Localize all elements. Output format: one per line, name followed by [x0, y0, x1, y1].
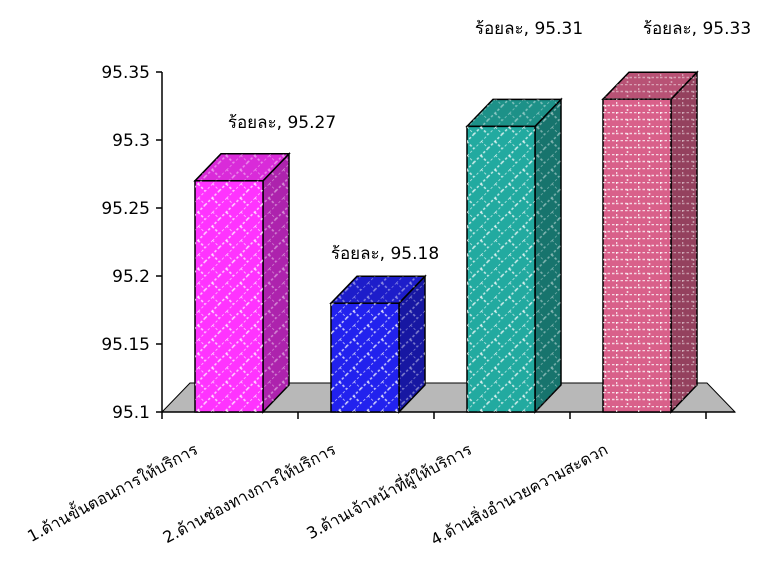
y-tick-label: 95.1 — [112, 403, 150, 423]
data-label-3: ร้อยละ, 95.31 — [475, 19, 583, 39]
bar-2 — [329, 274, 427, 414]
bar-1 — [193, 151, 291, 414]
bar-side-pattern — [535, 99, 561, 413]
y-tick-label: 95.15 — [101, 335, 150, 355]
bar-side-pattern — [671, 72, 697, 412]
bar-front-pattern — [331, 303, 399, 412]
bar-top-pattern — [195, 153, 289, 181]
bar-side-pattern — [399, 276, 425, 412]
y-axis-ticks: 95.1 95.15 95.2 95.25 95.3 95.35 — [101, 63, 162, 423]
x-axis-ticks — [161, 412, 707, 419]
bar-side-pattern — [263, 153, 289, 413]
bar-4 — [601, 70, 699, 414]
y-tick-label: 95.3 — [112, 131, 150, 151]
bar-top-pattern — [603, 72, 697, 100]
y-tick-label: 95.2 — [112, 267, 150, 287]
data-label-4: ร้อยละ, 95.33 — [643, 19, 751, 39]
bar-front-pattern — [467, 126, 535, 413]
y-tick-label: 95.25 — [101, 199, 150, 219]
bar-top-pattern — [331, 276, 425, 304]
x-axis-labels: 1.ด้านขั้นตอนการให้บริการ2.ด้านช่องทางกา… — [23, 438, 611, 550]
bars — [193, 70, 699, 414]
bar-front-pattern — [195, 180, 263, 412]
data-label-1: ร้อยละ, 95.27 — [228, 113, 336, 133]
bar-top-pattern — [467, 99, 561, 127]
bar-3 — [465, 97, 563, 414]
y-tick-label: 95.35 — [101, 63, 150, 83]
bar-front-pattern — [603, 99, 671, 412]
data-label-2: ร้อยละ, 95.18 — [331, 244, 439, 264]
data-labels: ร้อยละ, 95.27 ร้อยละ, 95.18 ร้อยละ, 95.31 ร… — [228, 19, 751, 264]
